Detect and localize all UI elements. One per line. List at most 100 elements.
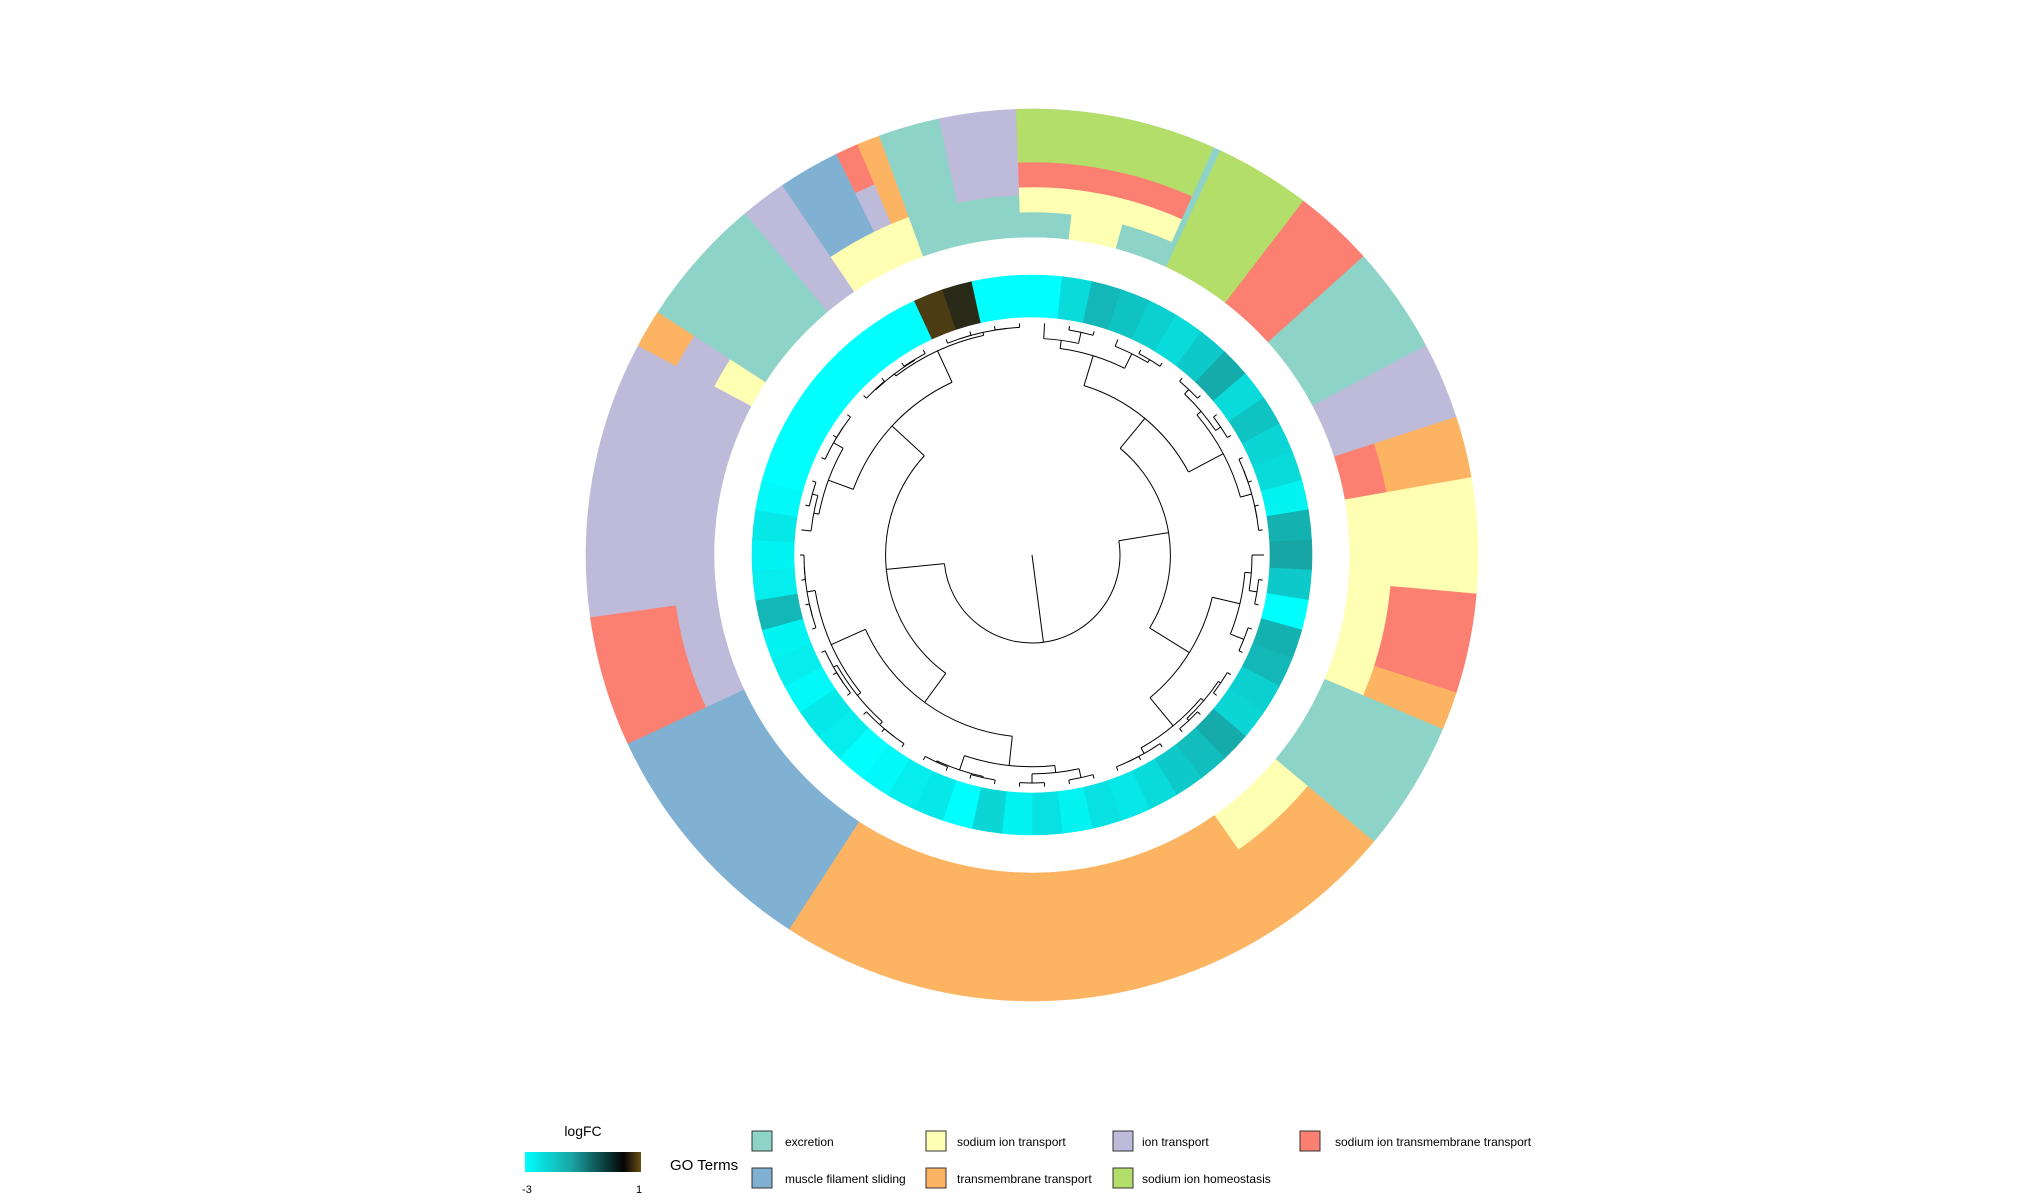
dendrogram-leaf-branch — [945, 766, 949, 771]
go-legend-items: excretion muscle filament sliding sodium i… — [751, 1130, 1532, 1189]
dendrogram-leaf-branch — [969, 774, 972, 779]
dendrogram-branch — [1200, 698, 1204, 702]
dendrogram-leaf-branch — [1092, 331, 1095, 336]
dendrogram-leaf-branch — [821, 650, 826, 653]
dendrogram-branch — [1240, 493, 1252, 498]
dendrogram-branch — [1196, 411, 1202, 416]
dendrogram-leaf-branch — [832, 672, 837, 676]
dendrogram-branch — [1124, 353, 1133, 369]
dendrogram-branch — [833, 664, 838, 668]
dendrogram-leaf-branch — [1092, 774, 1095, 779]
legend-swatch-muscle-filament-sliding — [751, 1167, 773, 1189]
dendrogram-branch — [813, 512, 820, 515]
dendrogram-arc — [875, 359, 916, 391]
dendrogram-branch — [1149, 697, 1174, 727]
go-block-cell-sodium-ion-homeostasis — [1135, 124, 1214, 197]
dendrogram-leaf-branch — [1254, 603, 1259, 606]
dendrogram-arc — [1196, 414, 1241, 498]
dendrogram-leaf-branch — [1068, 779, 1071, 785]
dendrogram-leaf-branch — [993, 325, 996, 331]
dendrogram-leaf-branch — [1115, 339, 1119, 344]
dendrogram-branch — [1184, 389, 1190, 395]
dendrogram-leaf-branch — [922, 756, 926, 761]
dendrogram — [800, 323, 1264, 787]
dendrogram-arc — [836, 665, 883, 723]
logfc-cell — [1001, 274, 1033, 319]
dendrogram-leaf-branch — [832, 434, 837, 438]
dendrogram-branch — [831, 628, 866, 646]
dendrogram-branch — [1230, 633, 1244, 640]
dendrogram-branch — [857, 692, 862, 696]
dendrogram-root — [1031, 554, 1044, 643]
dendrogram-branch — [924, 673, 947, 703]
dendrogram-branch — [959, 755, 965, 771]
logfc-cell — [1031, 274, 1063, 319]
dendrogram-leaf-branch — [811, 627, 817, 630]
dendrogram-leaf-branch — [805, 504, 810, 507]
dendrogram-branch — [1083, 355, 1094, 386]
dendrogram-branch — [812, 493, 819, 497]
legend-label-excretion: excretion — [785, 1135, 834, 1149]
dendrogram-leaf-branch — [901, 743, 905, 748]
legend-swatch-transmembrane-transport — [925, 1167, 947, 1189]
dendrogram-branch — [1078, 768, 1082, 778]
legend-label-transmembrane-transport: transmembrane transport — [957, 1172, 1092, 1186]
legend-label-sodium-ion-homeostasis: sodium ion homeostasis — [1142, 1172, 1271, 1186]
legend-label-ion-transport: ion transport — [1142, 1135, 1209, 1149]
legend-swatch-sodium-ion-transmembrane-transport — [1299, 1130, 1321, 1152]
dendrogram-branch — [1149, 627, 1190, 654]
dendrogram-branch — [1118, 532, 1169, 542]
dendrogram-arc — [1138, 353, 1161, 367]
dendrogram-leaf-branch — [821, 457, 826, 460]
dendrogram-branch — [879, 721, 883, 726]
dendrogram-leaf-branch — [1238, 650, 1243, 653]
dendrogram-leaf-branch — [922, 349, 926, 354]
dendrogram-arc — [814, 590, 862, 693]
dendrogram-leaf-branch — [1068, 325, 1071, 331]
dendrogram-leaf-branch — [1227, 672, 1232, 676]
dendrogram-leaf-branch — [1227, 434, 1232, 438]
legend-label-sodium-ion-transmembrane-transport: sodium ion transmembrane transport — [1335, 1135, 1532, 1149]
dendrogram-branch — [982, 332, 985, 336]
dendrogram-leaf-branch — [847, 692, 851, 696]
dendrogram-leaf-branch — [993, 779, 996, 785]
dendrogram-leaf-branch — [863, 711, 867, 715]
dendrogram-leaf-branch — [1115, 766, 1119, 771]
dendrogram-leaf-branch — [1179, 377, 1183, 382]
dendrogram-leaf-branch — [881, 377, 885, 382]
dendrogram-branch — [937, 350, 953, 383]
dendrogram-leaf-branch — [901, 362, 905, 367]
dendrogram-arc — [824, 650, 844, 684]
dendrogram-branch — [833, 442, 844, 449]
go-segment-sodium-ion-transport — [1344, 492, 1393, 587]
dendrogram-branch — [1244, 571, 1252, 574]
dendrogram-arc — [810, 495, 819, 532]
dendrogram-branch — [886, 563, 945, 570]
dendrogram-arc — [903, 353, 926, 367]
dendrogram-leaf-branch — [1238, 457, 1243, 460]
dendrogram-branch — [1054, 765, 1057, 773]
dendrogram-arc — [936, 760, 984, 778]
dendrogram-arc — [1068, 329, 1094, 336]
dendrogram-leaf-branch — [863, 395, 867, 399]
dendrogram-leaf-branch — [1179, 728, 1183, 733]
logfc-cell — [1269, 539, 1313, 571]
logfc-cell — [751, 539, 795, 571]
dendrogram-branch — [891, 425, 925, 457]
dendrogram-leaf-branch — [1213, 414, 1217, 418]
dendrogram-branch — [1147, 359, 1150, 363]
logfc-colorbar — [525, 1152, 641, 1172]
logfc-cell — [1001, 791, 1033, 836]
dendrogram-arc — [1119, 447, 1171, 629]
dendrogram-branch — [1043, 327, 1045, 339]
legend-swatch-excretion — [751, 1130, 773, 1152]
dendrogram-arc — [1229, 572, 1246, 635]
logfc-min-label: -3 — [522, 1184, 532, 1196]
dendrogram-leaf-branch — [881, 728, 885, 733]
dendrogram-leaf-branch — [945, 339, 949, 344]
dendrogram-arc — [924, 755, 948, 768]
dendrogram-branch — [1218, 680, 1221, 684]
dendrogram-leaf-branch — [1159, 362, 1163, 367]
dendrogram-leaf-branch — [1138, 349, 1142, 354]
go-block-cell-sodium-ion-transmembrane-transport — [1017, 161, 1078, 190]
